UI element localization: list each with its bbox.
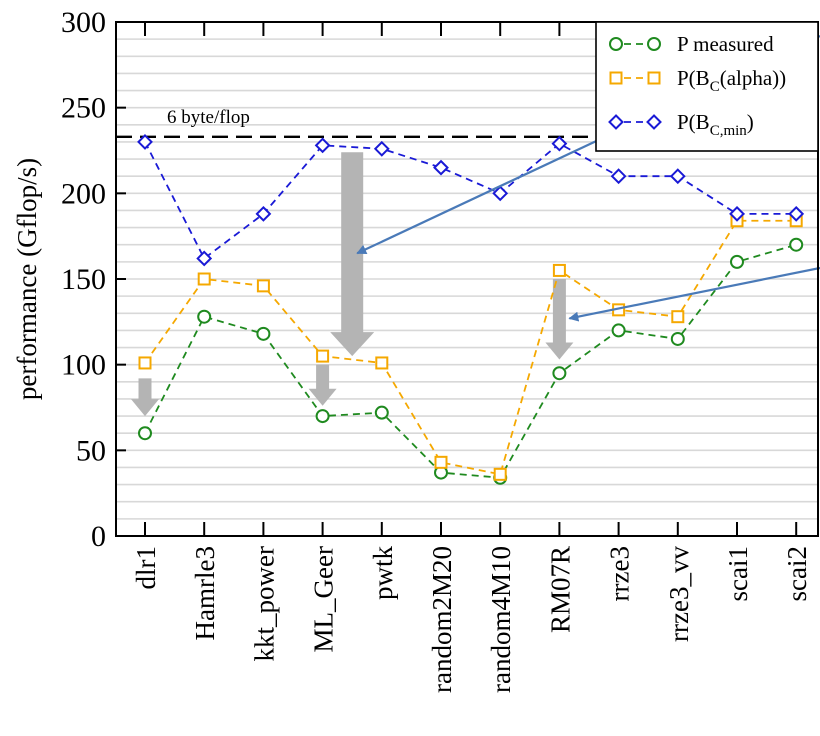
gray-arrow — [131, 378, 159, 416]
data-point — [672, 311, 683, 322]
data-point — [553, 367, 565, 379]
series-lines — [139, 135, 803, 483]
data-point — [376, 407, 388, 419]
y-tick-label: 300 — [61, 6, 106, 39]
data-point — [671, 170, 684, 183]
y-tick-label: 0 — [91, 520, 106, 553]
data-point — [140, 357, 151, 368]
data-point — [198, 311, 210, 323]
x-tick-label: RM07R — [545, 546, 575, 633]
data-point — [139, 427, 151, 439]
data-point — [376, 357, 387, 368]
data-point — [495, 469, 506, 480]
data-point — [731, 256, 743, 268]
x-tick-label: scai1 — [723, 546, 753, 601]
legend-marker — [649, 73, 660, 84]
data-point — [554, 265, 565, 276]
y-tick-label: 250 — [61, 92, 106, 125]
x-tick-label: rrze3_vv — [664, 546, 694, 642]
legend-marker — [648, 38, 660, 50]
data-point — [257, 328, 269, 340]
legend-marker — [611, 73, 622, 84]
y-tick-label: 100 — [61, 349, 106, 382]
gray-arrow — [330, 152, 374, 356]
data-point — [790, 239, 802, 251]
data-point — [199, 274, 210, 285]
x-tick-label: Hamrle3 — [190, 546, 220, 640]
y-tick-label: 50 — [76, 434, 106, 467]
y-axis-title: performance (Gflop/s) — [12, 158, 42, 400]
gray-arrows — [131, 152, 573, 416]
legend-label: P measured — [677, 32, 774, 56]
data-point — [317, 351, 328, 362]
x-tick-label: rrze3 — [605, 546, 635, 601]
x-tick-label: pwtk — [368, 546, 398, 601]
blue-arrow — [569, 268, 820, 318]
y-tick-label: 150 — [61, 263, 106, 296]
x-tick-label: random4M10 — [486, 546, 516, 693]
x-tick-label: kkt_power — [249, 546, 279, 661]
x-tick-label: scai2 — [782, 546, 812, 601]
gray-arrow — [545, 279, 573, 360]
x-tick-label: dlr1 — [131, 546, 161, 590]
x-tick-label: random2M20 — [427, 546, 457, 693]
data-point — [436, 457, 447, 468]
data-point — [672, 333, 684, 345]
reference-line-group: 6 byte/flop — [116, 107, 600, 137]
data-point — [435, 161, 448, 174]
x-tick-label: ML_Geer — [309, 546, 339, 652]
legend-marker — [610, 38, 622, 50]
y-tick-label: 200 — [61, 177, 106, 210]
data-point — [258, 280, 269, 291]
data-point — [612, 170, 625, 183]
data-point — [317, 410, 329, 422]
reference-line-label: 6 byte/flop — [167, 107, 250, 128]
data-point — [375, 142, 388, 155]
data-point — [613, 324, 625, 336]
